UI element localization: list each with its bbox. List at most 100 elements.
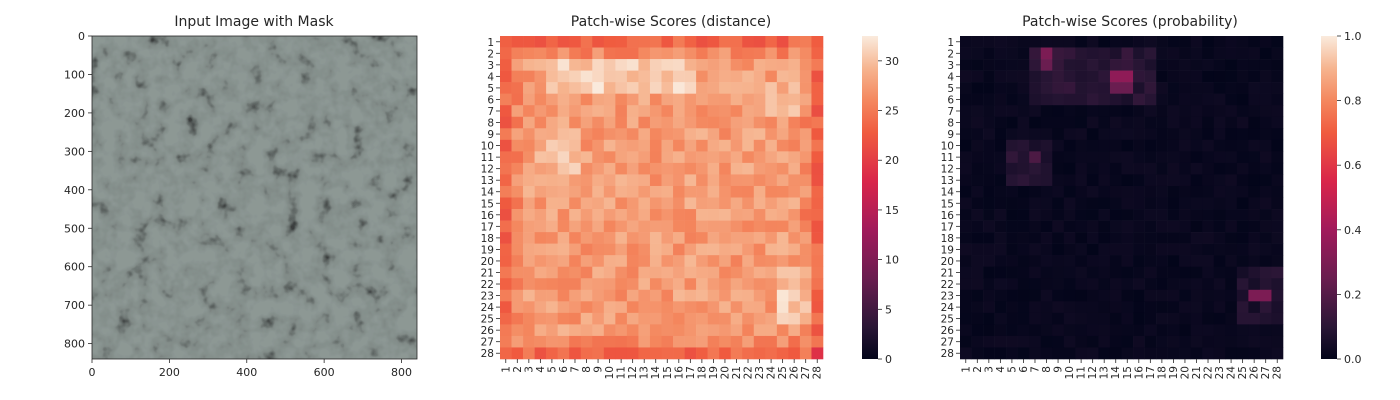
heatmap-cell [1156,185,1168,198]
heatmap-cell [971,116,984,129]
heatmap-cell [500,93,512,106]
heatmap-cell [1213,209,1226,221]
heatmap-cell [592,220,605,233]
heatmap-cell [626,174,639,187]
heatmap-cell [511,289,524,302]
heatmap-cell [1098,47,1111,60]
heatmap-cell [765,105,778,118]
heatmap-cell [1248,324,1261,337]
distance-heatmap-y-tick-label: 24 [481,302,495,314]
heatmap-cell [1156,36,1168,48]
heatmap-cell [1006,162,1018,175]
heatmap-cell [1109,266,1122,279]
probability-heatmap-y-ticks: 1234567891011121314151617181920212223242… [941,37,960,360]
heatmap-cell [1271,335,1284,348]
heatmap-cell [1179,128,1192,141]
heatmap-cell [1156,243,1168,256]
heatmap-cell [1271,70,1284,83]
heatmap-cell [753,324,766,337]
heatmap-cell [753,278,766,291]
heatmap-cell [1202,93,1215,106]
heatmap-cell [753,162,766,175]
heatmap-cell [765,255,778,268]
heatmap-cell [1006,70,1018,83]
heatmap-cell [1063,243,1076,256]
heatmap-cell [765,47,778,60]
heatmap-cell [615,347,628,360]
heatmap-cell [569,93,582,106]
heatmap-cell [534,128,547,141]
heatmap-cell [1029,347,1042,360]
heatmap-cell [1167,232,1180,244]
heatmap-cell [696,197,708,210]
heatmap-cell [1029,209,1042,221]
heatmap-cell [1006,174,1018,187]
heatmap-cell [707,312,720,325]
heatmap-cell [661,105,674,118]
heatmap-cell [1029,220,1042,233]
distance-heatmap-y-tick-label: 19 [481,244,494,256]
heatmap-cell [649,289,662,302]
heatmap-cell [1063,174,1076,187]
heatmap-cell [983,197,995,210]
heatmap-cell [1109,151,1122,164]
heatmap-cell [673,209,685,221]
heatmap-cell [1029,197,1042,210]
heatmap-cell [615,289,628,302]
heatmap-cell [592,185,605,198]
heatmap-cell [1167,116,1180,129]
heatmap-cell [673,255,685,268]
heatmap-cell [649,47,662,60]
heatmap-cell [1271,82,1284,94]
heatmap-cell [684,162,697,175]
heatmap-cell [500,312,512,325]
heatmap-cell [1144,278,1157,291]
heatmap-cell [603,93,616,106]
heatmap-cell [1179,324,1192,337]
heatmap-cell [638,151,651,164]
heatmap-cell [1006,209,1018,221]
heatmap-cell [673,243,685,256]
colorbar-tick-label: 0.8 [1344,95,1362,108]
heatmap-cell [1236,151,1249,164]
heatmap-cell [546,232,558,244]
heatmap-cell [960,255,972,268]
distance-heatmap-y-tick-label: 23 [481,291,494,303]
heatmap-cell [730,93,743,106]
heatmap-cell [719,289,732,302]
heatmap-cell [719,278,732,291]
heatmap-cell [1213,47,1226,60]
input-image [92,36,417,359]
heatmap-cell [788,82,801,94]
heatmap-cell [1086,59,1099,71]
heatmap-cell [994,151,1007,164]
heatmap-cell [730,289,743,302]
heatmap-cell [730,105,743,118]
heatmap-cell [765,82,778,94]
heatmap-cell [1133,47,1145,60]
heatmap-cell [500,301,512,314]
heatmap-cell [557,278,570,291]
heatmap-cell [1017,266,1030,279]
heatmap-cell [500,47,512,60]
heatmap-cell [776,70,789,83]
heatmap-cell [1029,266,1042,279]
heatmap-cell [1121,232,1134,244]
heatmap-cell [719,312,732,325]
distance-heatmap-x-tick-label: 10 [604,366,616,379]
probability-heatmap-y-tick-label: 25 [941,314,954,326]
heatmap-cell [580,312,593,325]
heatmap-cell [983,151,995,164]
heatmap-cell [580,301,593,314]
heatmap-cell [960,93,972,106]
heatmap-cell [1179,162,1192,175]
heatmap-cell [1063,232,1076,244]
heatmap-cell [799,93,812,106]
heatmap-cell [788,255,801,268]
heatmap-cell [1075,128,1088,141]
heatmap-cell [673,128,685,141]
heatmap-cell [1190,116,1203,129]
heatmap-cell [730,209,743,221]
heatmap-cell [971,289,984,302]
heatmap-cell [1225,128,1238,141]
